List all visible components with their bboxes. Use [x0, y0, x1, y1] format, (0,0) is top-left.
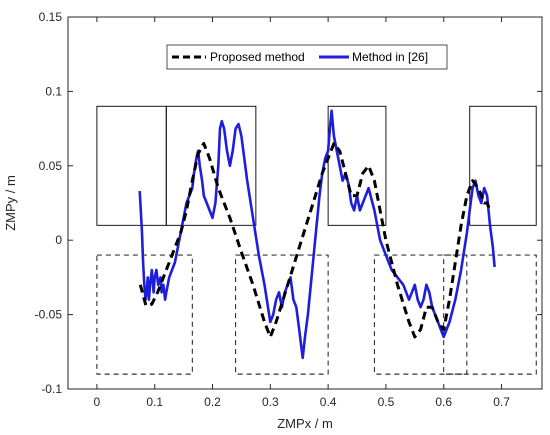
- support-rect-solid: [469, 105, 537, 226]
- support-rect-dashed: [373, 254, 468, 375]
- support-rect-solid: [165, 105, 257, 226]
- x-tick-label: 0.7: [493, 395, 510, 409]
- y-tick-label: 0.1: [45, 84, 62, 98]
- x-tick-label: 0.3: [262, 395, 279, 409]
- x-tick-label: 0.6: [435, 395, 452, 409]
- y-tick-label: -0.1: [41, 382, 62, 396]
- support-rect-dashed: [235, 254, 329, 375]
- series-line-method-26: [138, 109, 496, 360]
- support-rect-dashed: [443, 254, 537, 375]
- x-tick-label: 0.4: [320, 395, 337, 409]
- support-rect-dashed: [96, 254, 193, 375]
- data-series: [138, 109, 496, 360]
- legend-label-method26: Method in [26]: [352, 50, 428, 64]
- x-tick-label: 0.5: [378, 395, 395, 409]
- y-tick-label: 0.05: [39, 159, 63, 173]
- legend-box: [166, 44, 448, 70]
- support-polygons: [96, 105, 537, 375]
- legend-label-proposed: Proposed method: [210, 50, 305, 64]
- x-axis-label: ZMPx / m: [277, 416, 333, 431]
- plot-frame: [67, 16, 543, 390]
- legend: Proposed method Method in [26]: [166, 44, 448, 70]
- y-tick-label: 0: [55, 233, 62, 247]
- x-tick-label: 0.1: [146, 395, 163, 409]
- series-line-proposed-method: [138, 142, 492, 339]
- y-tick-label: 0.15: [39, 10, 63, 24]
- axis-ticks: 0 0.1 0.2 0.3 0.4 0.5 0.6 0.7 -0.1 -0.05 0 0.05 0.1 0…: [35, 10, 542, 409]
- support-rect-solid: [327, 105, 387, 226]
- x-tick-label: 0.2: [204, 395, 221, 409]
- y-tick-label: -0.05: [35, 308, 63, 322]
- y-axis-label: ZMPy / m: [3, 175, 18, 231]
- x-tick-label: 0: [94, 395, 101, 409]
